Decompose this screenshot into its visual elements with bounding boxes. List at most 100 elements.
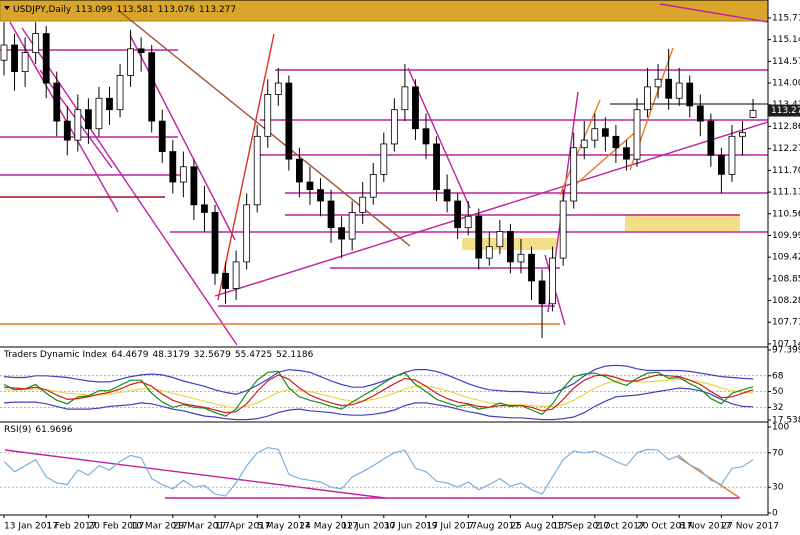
candle-body: [591, 128, 599, 141]
candle-body: [369, 173, 377, 198]
candle-body: [675, 82, 683, 99]
candle-body: [11, 44, 18, 73]
candle-body: [538, 280, 546, 305]
candle-body: [179, 166, 187, 183]
x-tick-label: 20 Oct 2017: [637, 522, 693, 532]
x-tick-label: 5 May 2017: [257, 522, 310, 532]
trend-line: [659, 3, 769, 23]
symbol-title: USDJPY,Daily: [13, 5, 72, 15]
candle-body: [739, 132, 746, 137]
trend-line: [4, 449, 386, 499]
candle-body: [633, 109, 641, 160]
indicator-line: [3, 370, 754, 417]
indicator-line: [3, 374, 754, 414]
candle-body: [338, 227, 346, 240]
candle-body: [749, 110, 757, 118]
candle-body: [74, 109, 82, 141]
trend-line: [217, 33, 275, 301]
indicator-title: RSI(9): [4, 425, 31, 435]
indicator-value: 61.9696: [35, 425, 72, 435]
candle-body: [285, 82, 293, 160]
y-tick-label: 97.3993: [772, 346, 800, 356]
candle-body: [211, 212, 219, 274]
candle-body: [686, 82, 694, 107]
open-value: 113.099: [75, 5, 112, 15]
candle-body: [106, 97, 113, 111]
y-tick-label: 110.565: [772, 209, 800, 219]
candle-body: [475, 215, 483, 259]
x-tick-label: 2 Oct 2017: [595, 522, 645, 532]
high-value: 113.581: [116, 5, 153, 15]
candle-body: [506, 231, 514, 263]
y-tick-label: 100: [772, 423, 789, 433]
candle-body: [63, 120, 71, 141]
y-tick-label: 32: [772, 403, 783, 413]
x-tick-label: 30 Jun 2017: [384, 522, 438, 532]
indicator-value: 64.4679: [111, 350, 148, 360]
menu-icon: [4, 6, 10, 10]
indicator-title: Traders Dynamic Index: [3, 350, 108, 360]
candle-body: [433, 143, 440, 191]
x-tick-label: 24 May 2017: [299, 522, 358, 532]
x-tick-label: 12 Jun 2017: [342, 522, 396, 532]
candle-body: [644, 86, 651, 111]
candle-body: [707, 120, 715, 156]
y-tick-label: 68: [772, 371, 784, 381]
candle-body: [401, 86, 409, 111]
candle-body: [158, 120, 166, 152]
x-tick-label: 27 Nov 2017: [721, 522, 779, 532]
y-tick-label: 17.5387: [772, 416, 800, 426]
x-tick-label: 8 Nov 2017: [679, 522, 731, 532]
y-tick-label: 111.705: [772, 166, 800, 176]
candle-body: [485, 246, 493, 259]
candle-body: [148, 52, 156, 122]
indicator-value: 55.4725: [235, 350, 272, 360]
candle-body: [243, 204, 251, 263]
candle-body: [454, 200, 462, 229]
candle-body: [612, 135, 620, 149]
candle-body: [528, 253, 535, 282]
candle-body: [665, 78, 673, 99]
candle-body: [517, 253, 525, 263]
candle-body: [201, 204, 208, 213]
y-tick-label: 108.285: [772, 296, 800, 306]
y-tick-label: 30: [772, 483, 784, 493]
x-tick-label: 20 Feb 2017: [88, 522, 144, 532]
candle-body: [464, 215, 472, 229]
indicator-value: 48.3179: [152, 350, 189, 360]
candle-body: [390, 109, 398, 145]
candle-body: [274, 82, 282, 95]
x-tick-label: 13 Jan 2017: [4, 522, 58, 532]
y-tick-label: 109.995: [772, 231, 800, 241]
trend-line: [214, 121, 769, 297]
y-tick-label: 0: [772, 509, 778, 519]
trend-line: [129, 34, 236, 241]
candle-body: [95, 97, 103, 130]
candle-body: [443, 189, 451, 202]
candle-body: [137, 48, 145, 54]
x-tick-label: 19 Jul 2017: [426, 522, 477, 532]
y-tick-label: 70: [772, 448, 784, 458]
y-tick-label: 115.710: [772, 13, 800, 23]
x-tick-label: 17 Apr 2017: [215, 522, 271, 532]
candle-body: [718, 154, 725, 175]
highlight-zone: [0, 0, 769, 22]
indicator-header: RSI(9) 61.9696: [4, 425, 73, 435]
y-tick-label: 107.145: [772, 339, 800, 349]
candle-body: [127, 48, 134, 76]
candle-body: [623, 147, 630, 160]
price-marker: [768, 104, 800, 117]
candle-body: [253, 135, 261, 206]
candle-body: [116, 75, 124, 111]
candle-body: [169, 151, 177, 183]
x-tick-label: 1 Feb 2017: [46, 522, 96, 532]
candle-body: [53, 82, 61, 122]
y-tick-label: 115.140: [772, 35, 800, 45]
y-tick-label: 111.135: [772, 188, 800, 198]
candle-body: [232, 261, 240, 289]
y-tick-label: 112.860: [772, 122, 800, 132]
candle-body: [264, 94, 272, 137]
trend-line: [574, 127, 641, 186]
indicator-header: Traders Dynamic Index 64.4679 48.3179 32.56…: [3, 350, 314, 360]
